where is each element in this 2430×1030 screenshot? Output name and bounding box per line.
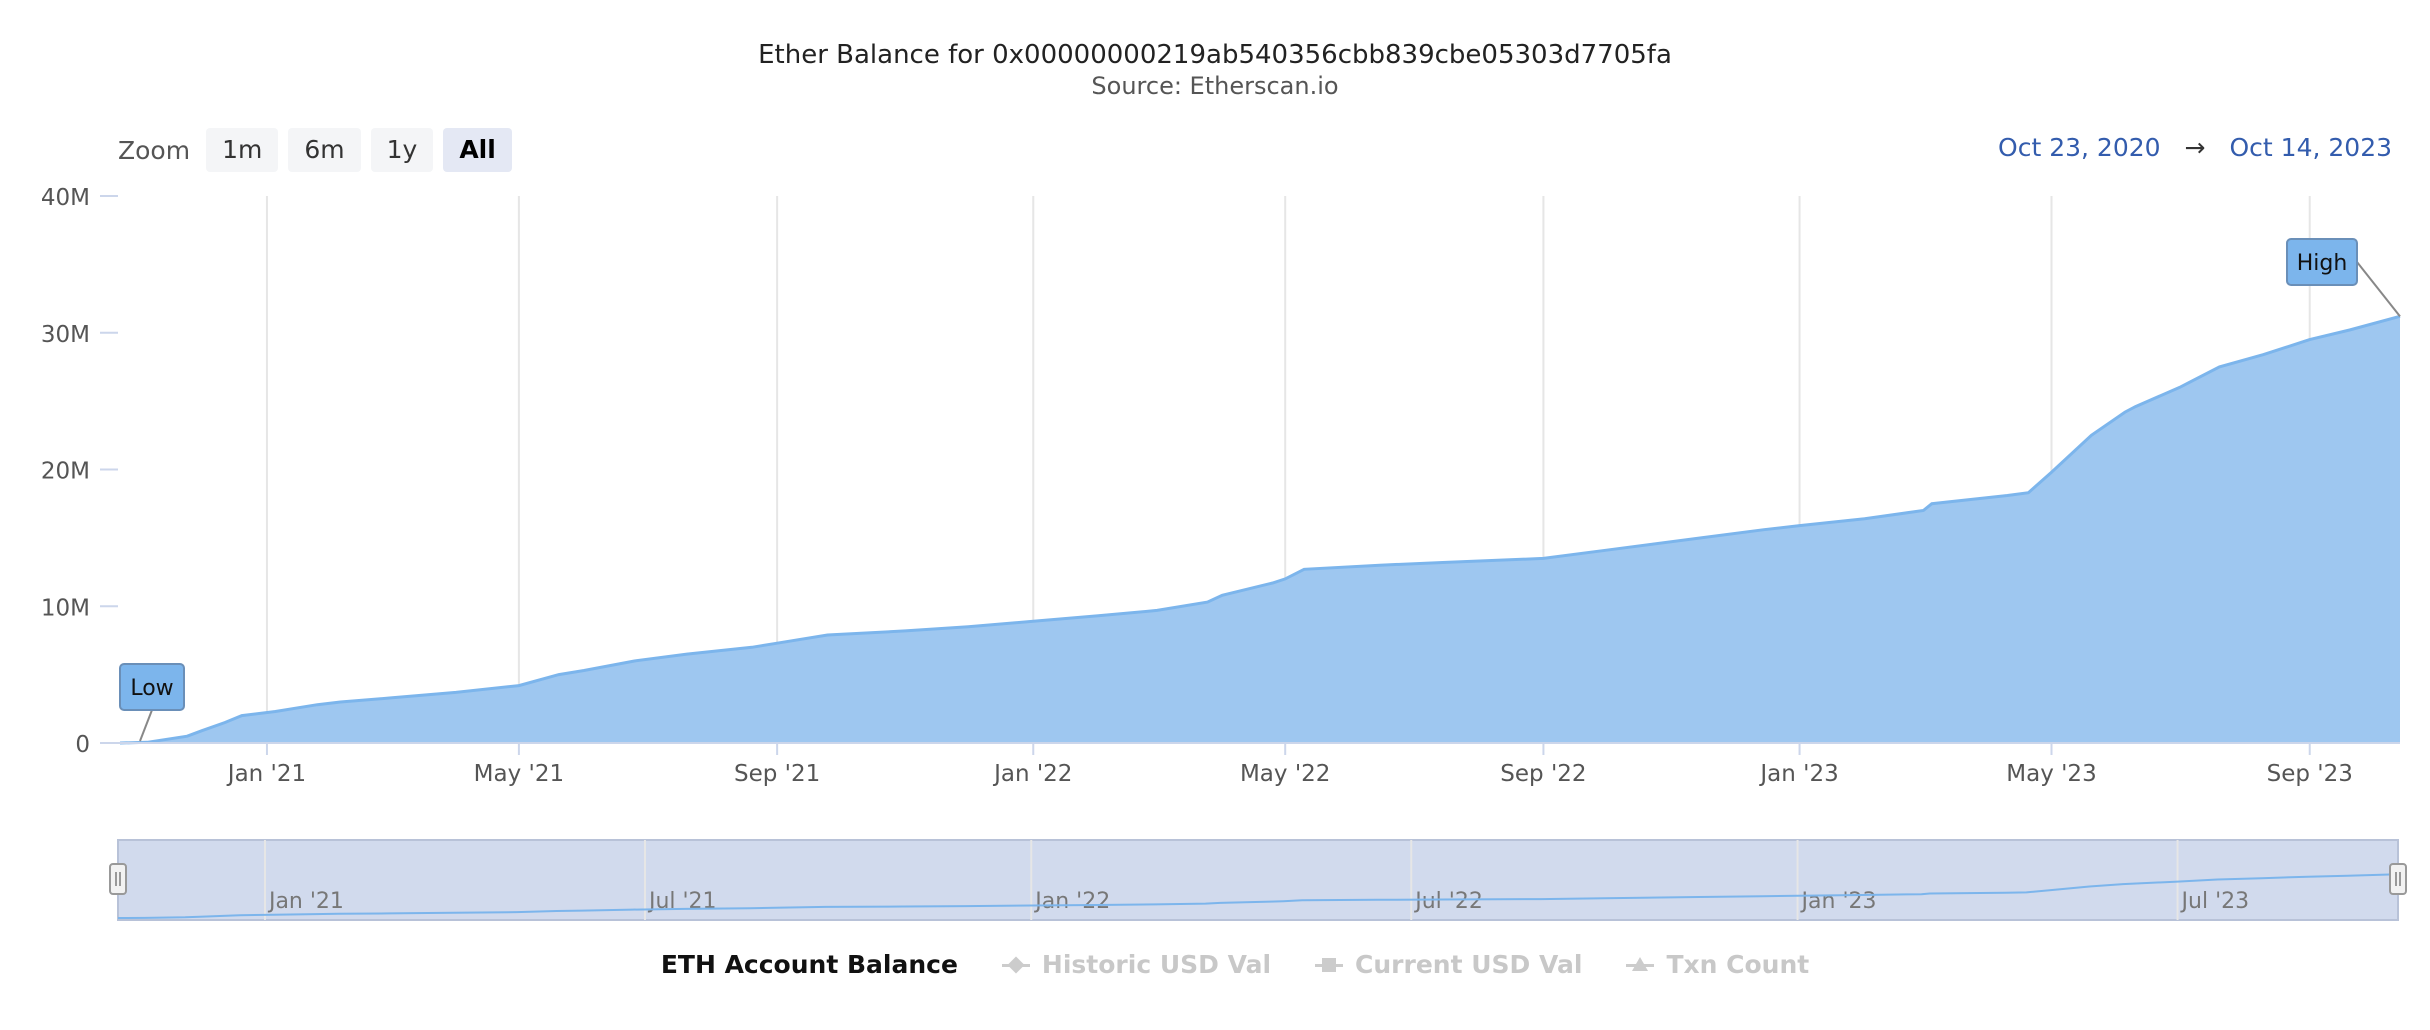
legend-square-icon	[1322, 957, 1337, 972]
series-line	[119, 314, 2401, 745]
series-area-fill	[120, 316, 2400, 743]
legend-label: Txn Count	[1666, 950, 1810, 979]
date-range: Oct 23, 2020 → Oct 14, 2023	[1998, 133, 2392, 162]
range-to-date[interactable]: Oct 14, 2023	[2229, 133, 2393, 162]
legend-label: Historic USD Val	[1041, 950, 1272, 979]
x-tick-label: Jan '21	[226, 761, 306, 787]
x-tick-label: May '21	[474, 761, 564, 787]
x-tick-label: Jan '23	[1758, 761, 1838, 787]
flag-high[interactable]: High	[2286, 238, 2401, 317]
zoom-1m-button[interactable]: 1m	[206, 128, 279, 172]
navigator-tick-label: Jan '23	[1800, 889, 1877, 914]
zoom-label: Zoom	[118, 135, 191, 165]
navigator[interactable]: Jan '21 Jul '21 Jan '22 Jul '22 Jan '23 Jul '…	[109, 839, 2407, 921]
navigator-tick-label: Jul '23	[2180, 889, 2250, 914]
legend-item-txn-count[interactable]: Txn Count	[1626, 950, 1809, 979]
legend-label: ETH Account Balance	[660, 950, 958, 979]
y-axis: 0 10M 20M 30M 40M	[41, 185, 118, 758]
legend-diamond-icon	[1007, 956, 1025, 973]
x-axis: Jan '21 May '21 Sep '21 Jan '22 May '22 Sep '…	[100, 742, 2400, 787]
legend-item-eth-balance[interactable]: ETH Account Balance	[621, 950, 958, 979]
flags: Low High	[119, 238, 2401, 742]
flag-low[interactable]: Low	[119, 663, 185, 742]
y-tick-label: 20M	[41, 459, 90, 485]
series-area	[119, 314, 2401, 745]
y-tick-label: 40M	[41, 185, 90, 211]
navigator-left-handle[interactable]	[109, 863, 127, 895]
chart-subtitle: Source: Etherscan.io	[1091, 72, 1339, 100]
flag-box	[2286, 238, 2358, 286]
legend-item-current-usd[interactable]: Current USD Val	[1315, 950, 1582, 979]
flag-label: High	[2297, 251, 2348, 276]
legend-triangle-icon	[1632, 956, 1649, 971]
y-tick-label: 0	[75, 732, 90, 758]
x-tick-label: Sep '21	[734, 761, 820, 787]
navigator-tick-label: Jan '21	[267, 889, 344, 914]
flag-label: Low	[130, 676, 173, 701]
chart-title: Ether Balance for 0x00000000219ab540356c…	[758, 40, 1672, 70]
navigator-mask[interactable]	[117, 839, 2399, 921]
navigator-tick-label: Jul '22	[1413, 889, 1483, 914]
zoom-controls: Zoom 1m 6m 1y All	[118, 128, 512, 172]
flag-box	[119, 663, 185, 711]
x-tick-label: Jan '22	[992, 761, 1072, 787]
x-tick-label: May '23	[2006, 761, 2096, 787]
legend-label: Current USD Val	[1355, 950, 1583, 979]
legend-item-historic-usd[interactable]: Historic USD Val	[1001, 950, 1272, 979]
navigator-tick-label: Jan '22	[1033, 889, 1110, 914]
navigator-series-line	[117, 873, 2399, 919]
x-tick-label: May '22	[1240, 761, 1330, 787]
legend: ETH Account Balance Historic USD Val Cur…	[0, 950, 2430, 979]
range-arrow: →	[2184, 133, 2206, 162]
y-tick-label: 10M	[41, 595, 90, 621]
zoom-all-button[interactable]: All	[443, 128, 512, 172]
zoom-6m-button[interactable]: 6m	[288, 128, 361, 172]
range-from-date[interactable]: Oct 23, 2020	[1998, 133, 2161, 162]
x-tick-label: Sep '22	[1500, 761, 1586, 787]
x-tick-label: Sep '23	[2267, 761, 2353, 787]
navigator-right-handle[interactable]	[2389, 863, 2407, 895]
y-tick-label: 30M	[41, 322, 90, 348]
zoom-1y-button[interactable]: 1y	[370, 128, 434, 172]
